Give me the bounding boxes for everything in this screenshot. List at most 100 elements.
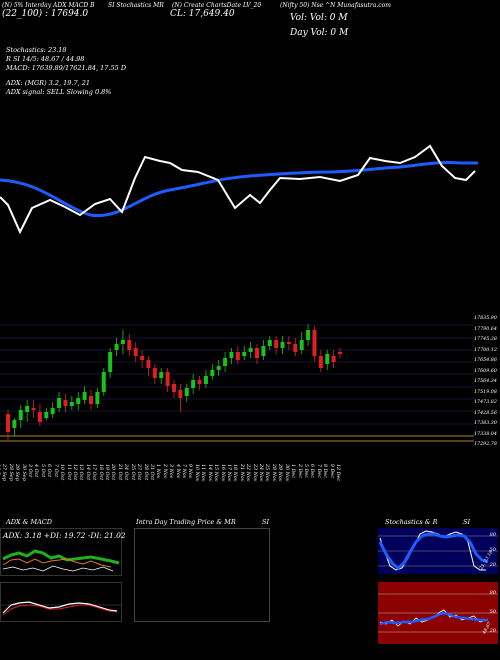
date-label: 29 Nov — [277, 464, 283, 482]
date-label: 28 Nov — [270, 464, 276, 482]
stoch-scale-80: 80 — [489, 532, 496, 538]
rsi-scale-20: 20 — [489, 628, 496, 634]
date-label: 2 Nov — [161, 464, 167, 479]
stochastics-lines — [378, 530, 498, 571]
candle-body — [140, 356, 145, 360]
rsi-lines — [378, 593, 498, 633]
header-title-2: SI Stochastics MR — [108, 2, 164, 9]
candle-body — [165, 372, 170, 386]
price-scale-label: 17473.82 — [474, 400, 497, 405]
date-label: 28 Oct — [142, 464, 148, 481]
volume-text: Vol: Vol: 0 M — [290, 13, 348, 23]
candle-body — [146, 360, 151, 368]
date-label: 14 Nov — [206, 464, 212, 482]
candle-body — [159, 372, 164, 378]
date-label: 29 Sep — [14, 464, 20, 481]
candle-body — [306, 330, 311, 340]
candle-body — [197, 380, 202, 384]
price-scale-label: 17609.60 — [474, 368, 497, 374]
price-scale-label: 17790.64 — [474, 326, 497, 332]
date-label: 1 Nov — [155, 464, 161, 479]
date-label: 13 Oct — [78, 464, 84, 481]
header-symbol-value: (22_100) : 17694.0 — [2, 9, 89, 19]
date-label: 7 Dec — [315, 464, 321, 478]
candle-body — [331, 356, 336, 362]
macd-panel — [0, 582, 122, 622]
stochastics-label: Stochastics: 23.18 — [6, 46, 67, 54]
date-label: 27 Oct — [136, 464, 142, 481]
header-title-1: (N) 5% Interday ADX MACD B — [2, 2, 95, 9]
candle-body — [318, 356, 323, 368]
intraday-panel-title: Intra Day Trading Price & MR — [136, 518, 236, 526]
candle-body — [12, 420, 17, 428]
date-label: 6 Oct — [46, 464, 52, 478]
candle-body — [18, 410, 23, 420]
date-label: 1 Dec — [290, 464, 296, 478]
candle-body — [267, 340, 272, 346]
candle-body — [178, 390, 183, 398]
adx-values: ADX: (MGR) 3.2, 19.7, 21 — [6, 79, 91, 87]
stoch-panel-title: Stochastics & R — [385, 518, 438, 526]
price-scale-label: 17292.78 — [474, 442, 497, 447]
date-label: 15 Nov — [213, 464, 219, 482]
date-label: 24 Nov — [258, 464, 264, 482]
candle-body — [114, 344, 119, 350]
date-label: 12 Oct — [71, 464, 77, 481]
ema-line — [0, 161, 478, 218]
candle-body — [299, 340, 304, 350]
candle-body — [242, 352, 247, 356]
macd-values: MACD: 17639.89/17621.84, 17.55 D — [6, 64, 127, 72]
price-scale-label: 17428.56 — [474, 410, 497, 416]
date-label: 14 Oct — [84, 464, 90, 481]
date-label: 22 Nov — [245, 464, 251, 482]
date-label: 4 Nov — [174, 464, 180, 479]
date-label: 3 Nov — [168, 464, 174, 479]
price-scale-label: 17654.86 — [474, 358, 497, 363]
date-label: 4 Oct — [33, 464, 39, 478]
candle-body — [76, 398, 81, 404]
candle-body — [203, 376, 208, 384]
adx-signal: ADX signal: SELL Slowing 0.8% — [6, 88, 112, 96]
candle-body — [82, 392, 87, 400]
date-label: 27 Sep — [1, 464, 7, 481]
adx-panel: ADX: 3.18 +DI: 19.72 -DI: 21.02 — [0, 528, 126, 576]
candle-body — [312, 330, 317, 356]
candle-body — [255, 348, 259, 358]
date-label: 25 Nov — [264, 464, 270, 482]
candle-body — [95, 392, 100, 404]
date-label: 11 Oct — [65, 464, 71, 481]
date-label: 2 Dec — [296, 464, 302, 478]
date-label: 18 Nov — [232, 464, 238, 482]
header-title-4: (Nifty 50) Nse ^N Munafasutra.com — [280, 2, 391, 9]
date-label: 21 Oct — [116, 464, 122, 481]
candle-body — [280, 342, 285, 348]
day-volume-text: Day Vol: 0 M — [290, 28, 349, 38]
candle-body — [248, 348, 253, 352]
candle-body — [286, 342, 291, 344]
candle-body — [338, 352, 342, 354]
date-label: 24 Oct — [123, 464, 129, 481]
price-scale-label: 17700.12 — [474, 347, 497, 353]
candle-body — [37, 412, 42, 422]
date-label: 10 Nov — [193, 464, 199, 482]
header-title-3: (N) Create ChartsDate LV_20 — [172, 2, 262, 9]
date-label: 31 Oct — [148, 464, 154, 481]
price-scale-label: 17338.04 — [474, 431, 497, 437]
date-label: 30 Nov — [283, 464, 289, 482]
date-label: 30 Sep — [20, 464, 26, 481]
candle-body — [172, 384, 176, 392]
date-label: 8 Dec — [322, 464, 328, 478]
date-label: 23 Nov — [251, 464, 257, 482]
candle-body — [127, 340, 132, 350]
candle-body — [133, 348, 138, 356]
date-label: 16 Nov — [219, 464, 225, 482]
candle-body — [25, 406, 30, 412]
date-label: 5 Dec — [302, 464, 308, 478]
date-label: 21 Nov — [238, 464, 244, 482]
intraday-panel — [134, 528, 270, 622]
price-scale-label: 17564.34 — [474, 379, 497, 384]
date-label: 25 Oct — [129, 464, 135, 481]
date-label: 17 Nov — [225, 464, 231, 482]
